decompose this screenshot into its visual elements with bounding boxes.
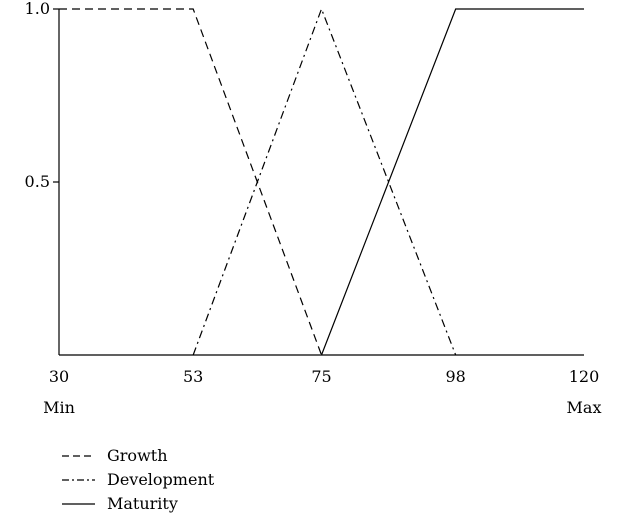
y-tick-label: 0.5 (25, 172, 50, 191)
x-ticks: 30 53 75 98 120 (49, 367, 599, 386)
x-min-label: Min (43, 398, 75, 417)
series-line-development (192, 7, 457, 356)
legend-label: Development (107, 470, 215, 489)
y-tick-label: 1.0 (25, 0, 50, 18)
x-tick-label: 53 (183, 367, 203, 386)
legend-label: Maturity (107, 494, 178, 513)
x-tick-label: 75 (311, 367, 331, 386)
x-max-label: Max (567, 398, 602, 417)
series-line-growth (59, 8, 323, 356)
legend: Growth Development Maturity (62, 446, 215, 513)
axes (58, 9, 584, 356)
legend-item-maturity: Maturity (62, 494, 178, 513)
x-tick-label: 98 (445, 367, 465, 386)
legend-label: Growth (107, 446, 168, 465)
x-tick-label: 30 (49, 367, 69, 386)
series-line-maturity (320, 8, 584, 356)
series-lines (59, 7, 584, 356)
y-ticks: 0.5 1.0 (25, 0, 59, 191)
legend-item-growth: Growth (62, 446, 168, 465)
legend-item-development: Development (62, 470, 215, 489)
x-tick-label: 120 (569, 367, 600, 386)
x-extreme-labels: Min Max (43, 398, 601, 417)
